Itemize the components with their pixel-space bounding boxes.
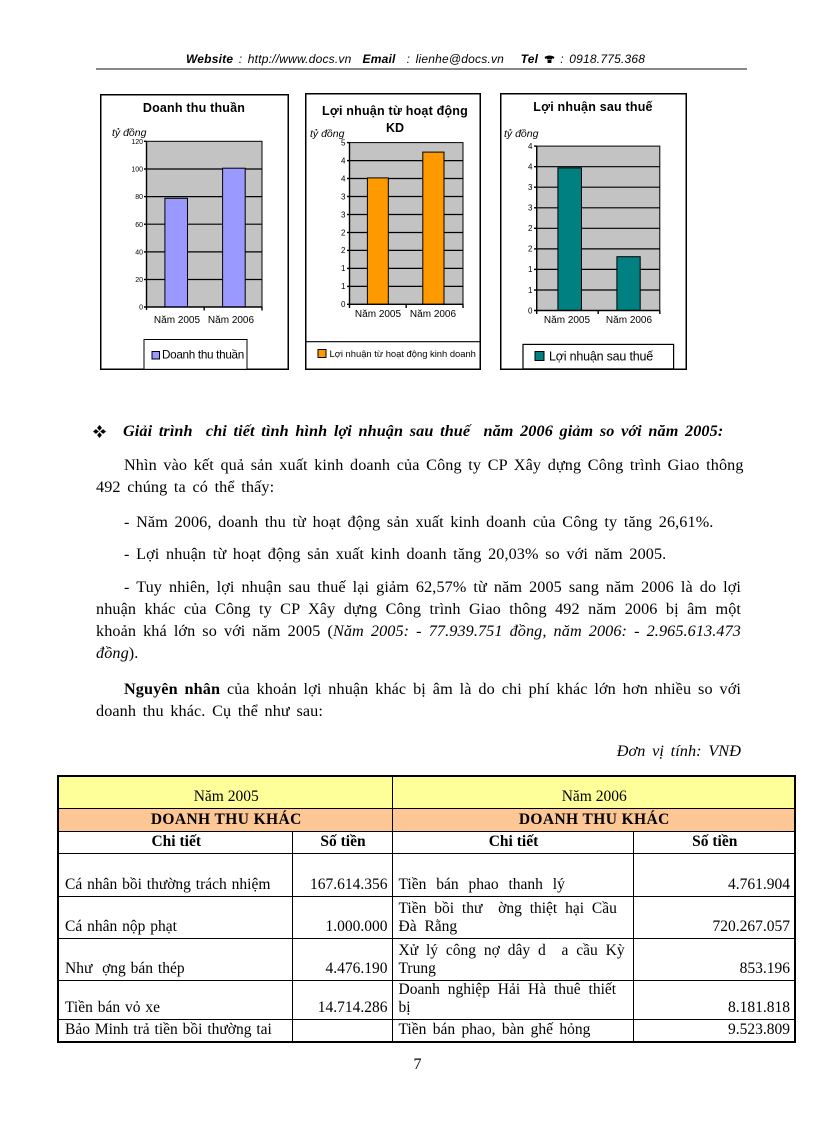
svg-text:1: 1 (341, 282, 346, 291)
svg-text:2: 2 (341, 246, 346, 255)
svg-text:3: 3 (341, 192, 346, 201)
svg-text:Lợi nhuận sau thuế: Lợi nhuận sau thuế (549, 350, 653, 364)
svg-text:1: 1 (528, 286, 533, 295)
svg-text:20: 20 (135, 277, 143, 284)
svg-text:100: 100 (131, 167, 143, 174)
svg-text:KD: KD (386, 121, 404, 135)
svg-text:1: 1 (341, 264, 346, 273)
svg-text:4: 4 (341, 174, 346, 183)
svg-text:2: 2 (341, 228, 346, 237)
svg-text:0: 0 (139, 305, 143, 312)
svg-text:Năm 2006: Năm 2006 (208, 315, 255, 326)
svg-text:2: 2 (528, 224, 533, 233)
svg-text:tỷ đồng: tỷ đồng (504, 128, 539, 140)
svg-text:3: 3 (528, 183, 533, 192)
svg-text:0: 0 (341, 300, 346, 309)
svg-text:Lợi nhuận từ hoạt động kinh do: Lợi nhuận từ hoạt động kinh doanh (330, 348, 476, 359)
svg-text:tỷ đồng: tỷ đồng (112, 127, 147, 139)
svg-text:3: 3 (341, 210, 346, 219)
svg-text:Doanh thu thuần: Doanh thu thuần (143, 101, 245, 115)
svg-text:60: 60 (135, 222, 143, 229)
svg-text:4: 4 (341, 156, 346, 165)
svg-text:40: 40 (135, 250, 143, 257)
svg-text:Năm 2006: Năm 2006 (410, 309, 457, 320)
svg-text:Năm 2005: Năm 2005 (544, 315, 591, 326)
svg-text:2: 2 (528, 245, 533, 254)
svg-text:120: 120 (131, 139, 143, 146)
svg-text:4: 4 (528, 163, 533, 172)
svg-text:0: 0 (528, 306, 533, 315)
svg-text:tỷ đồng: tỷ đồng (310, 128, 345, 140)
svg-text:5: 5 (341, 138, 346, 147)
svg-text:Lợi nhuận từ hoạt động: Lợi nhuận từ hoạt động (322, 104, 468, 118)
svg-text:Doanh thu thuần: Doanh thu thuần (162, 349, 244, 362)
svg-text:Năm 2005: Năm 2005 (355, 309, 402, 320)
svg-text:4: 4 (528, 142, 533, 151)
svg-text:Năm 2006: Năm 2006 (606, 315, 653, 326)
svg-text:Lợi nhuận sau thuế: Lợi nhuận sau thuế (533, 100, 652, 114)
svg-text:80: 80 (135, 194, 143, 201)
svg-text:3: 3 (528, 204, 533, 213)
svg-text:1: 1 (528, 265, 533, 274)
svg-text:Năm 2005: Năm 2005 (154, 315, 201, 326)
